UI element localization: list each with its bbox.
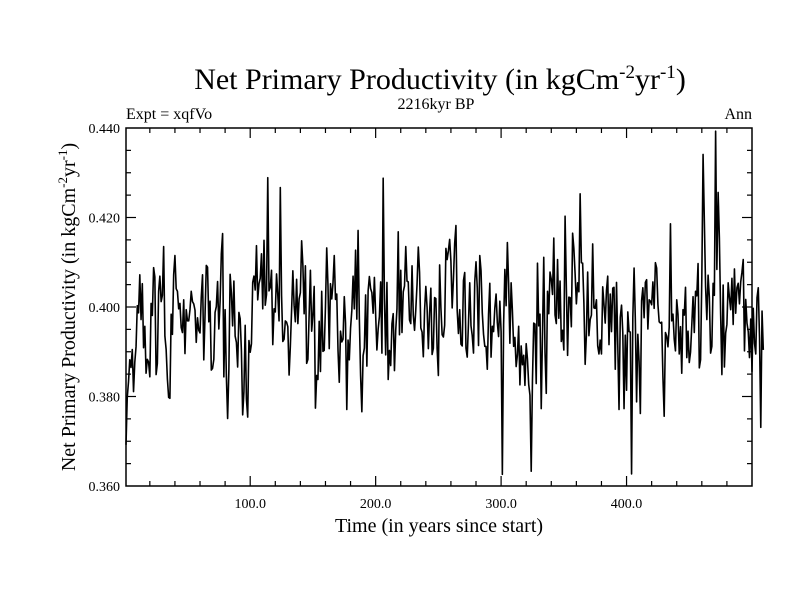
x-tick-label: 100.0	[234, 497, 266, 512]
chart-title-sup1: -2	[619, 62, 635, 83]
season-label: Ann	[724, 106, 752, 123]
y-axis-label-mid: yr	[58, 160, 80, 177]
series-line-0	[125, 130, 765, 476]
period-label: 2216kyr BP	[398, 96, 475, 113]
y-tick-label: 0.360	[89, 480, 121, 495]
x-tick-label: 400.0	[611, 497, 643, 512]
experiment-label: Expt = xqfVo	[126, 106, 212, 123]
chart-title-sup2: -1	[660, 62, 676, 83]
y-axis-label-sup1: -2	[55, 177, 70, 188]
chart-title-end: )	[676, 63, 686, 96]
x-axis-label: Time (in years since start)	[335, 515, 543, 537]
x-tick-label: 300.0	[485, 497, 517, 512]
x-tick-label: 200.0	[360, 497, 392, 512]
y-axis-label-main: Net Primary Productivity (in kgCm	[58, 187, 80, 471]
y-tick-label: 0.420	[89, 212, 121, 227]
y-tick-label: 0.380	[89, 391, 121, 406]
chart-title-mid: yr	[635, 63, 660, 96]
y-tick-label: 0.440	[89, 122, 121, 137]
y-axis-label: Net Primary Productivity (in kgCm-2yr-1)	[55, 143, 80, 471]
chart-title: Net Primary Productivity (in kgCm-2yr-1)	[194, 62, 686, 96]
y-axis-label-end: )	[58, 143, 80, 150]
y-tick-label: 0.400	[89, 301, 121, 316]
chart-title-main: Net Primary Productivity (in kgCm	[194, 63, 619, 96]
y-axis-label-sup2: -1	[55, 150, 70, 161]
